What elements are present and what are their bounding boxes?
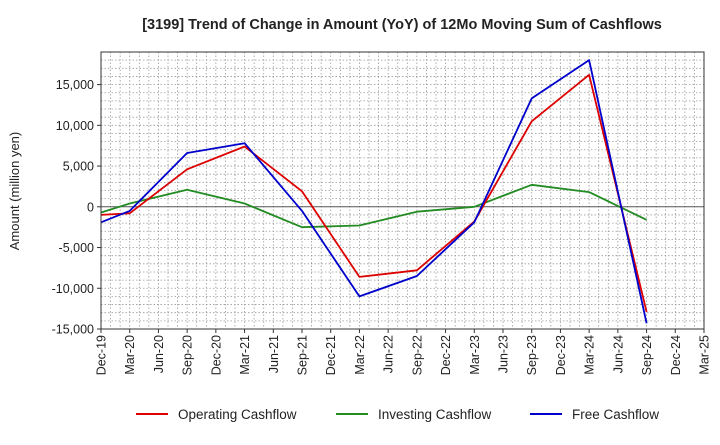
- y-tick-label: 15,000: [56, 78, 94, 92]
- plot-frame: [100, 51, 705, 330]
- x-tick-label: Jun-23: [497, 335, 511, 373]
- x-tick-label: Dec-20: [209, 335, 223, 375]
- x-tick-label: Mar-20: [123, 335, 137, 375]
- x-tick-label: Dec-19: [95, 335, 109, 375]
- series-line-investing-cashflow: [100, 183, 647, 229]
- x-tick-label: Mar-25: [698, 335, 712, 375]
- x-tick-label: Sep-22: [410, 335, 424, 375]
- legend-item-investing-cashflow: Investing Cashflow: [336, 407, 492, 422]
- y-tick-label: -10,000: [52, 282, 94, 296]
- x-tick-label: Sep-20: [181, 335, 195, 375]
- axis-layer: -15,000 -10,000 -5,000 0 5,000 10,000 15,000 De…: [52, 51, 712, 375]
- y-tick-label: 5,000: [63, 160, 94, 174]
- chart-title: [3199] Trend of Change in Amount (YoY) o…: [142, 17, 662, 33]
- x-tick-label: Jun-22: [382, 335, 396, 373]
- legend-item-operating-cashflow: Operating Cashflow: [136, 407, 297, 422]
- series-layer: [100, 59, 648, 324]
- x-tick-label: Dec-21: [324, 335, 338, 375]
- x-tick-label: Dec-23: [554, 335, 568, 375]
- x-tick-label: Dec-24: [669, 335, 683, 375]
- y-tick-label: -15,000: [52, 323, 94, 337]
- x-tick-label: Sep-24: [640, 335, 654, 375]
- legend-label: Investing Cashflow: [378, 407, 492, 422]
- y-axis-label: Amount (million yen): [7, 132, 22, 251]
- x-tick-label: Mar-21: [238, 335, 252, 375]
- series-line-operating-cashflow: [100, 73, 648, 313]
- y-tick-label: 10,000: [56, 119, 94, 133]
- legend-label: Free Cashflow: [572, 407, 659, 422]
- x-tick-label: Jun-24: [611, 335, 625, 373]
- x-tick-label: Mar-23: [468, 335, 482, 375]
- x-tick-label: Jun-21: [267, 335, 281, 373]
- x-tick-label: Dec-22: [439, 335, 453, 375]
- x-tick-label: Mar-22: [353, 335, 367, 375]
- legend-item-free-cashflow: Free Cashflow: [530, 407, 659, 422]
- x-tick-label: Sep-23: [525, 335, 539, 375]
- y-tick-label: -5,000: [59, 241, 94, 255]
- x-tick-label: Jun-20: [152, 335, 166, 373]
- x-tick-label: Mar-24: [583, 335, 597, 375]
- y-tick-label: 0: [87, 200, 94, 214]
- x-tick-label: Sep-21: [296, 335, 310, 375]
- legend-label: Operating Cashflow: [178, 407, 297, 422]
- legend: Operating Cashflow Investing Cashflow Free…: [136, 407, 659, 422]
- series-line-free-cashflow: [100, 59, 648, 324]
